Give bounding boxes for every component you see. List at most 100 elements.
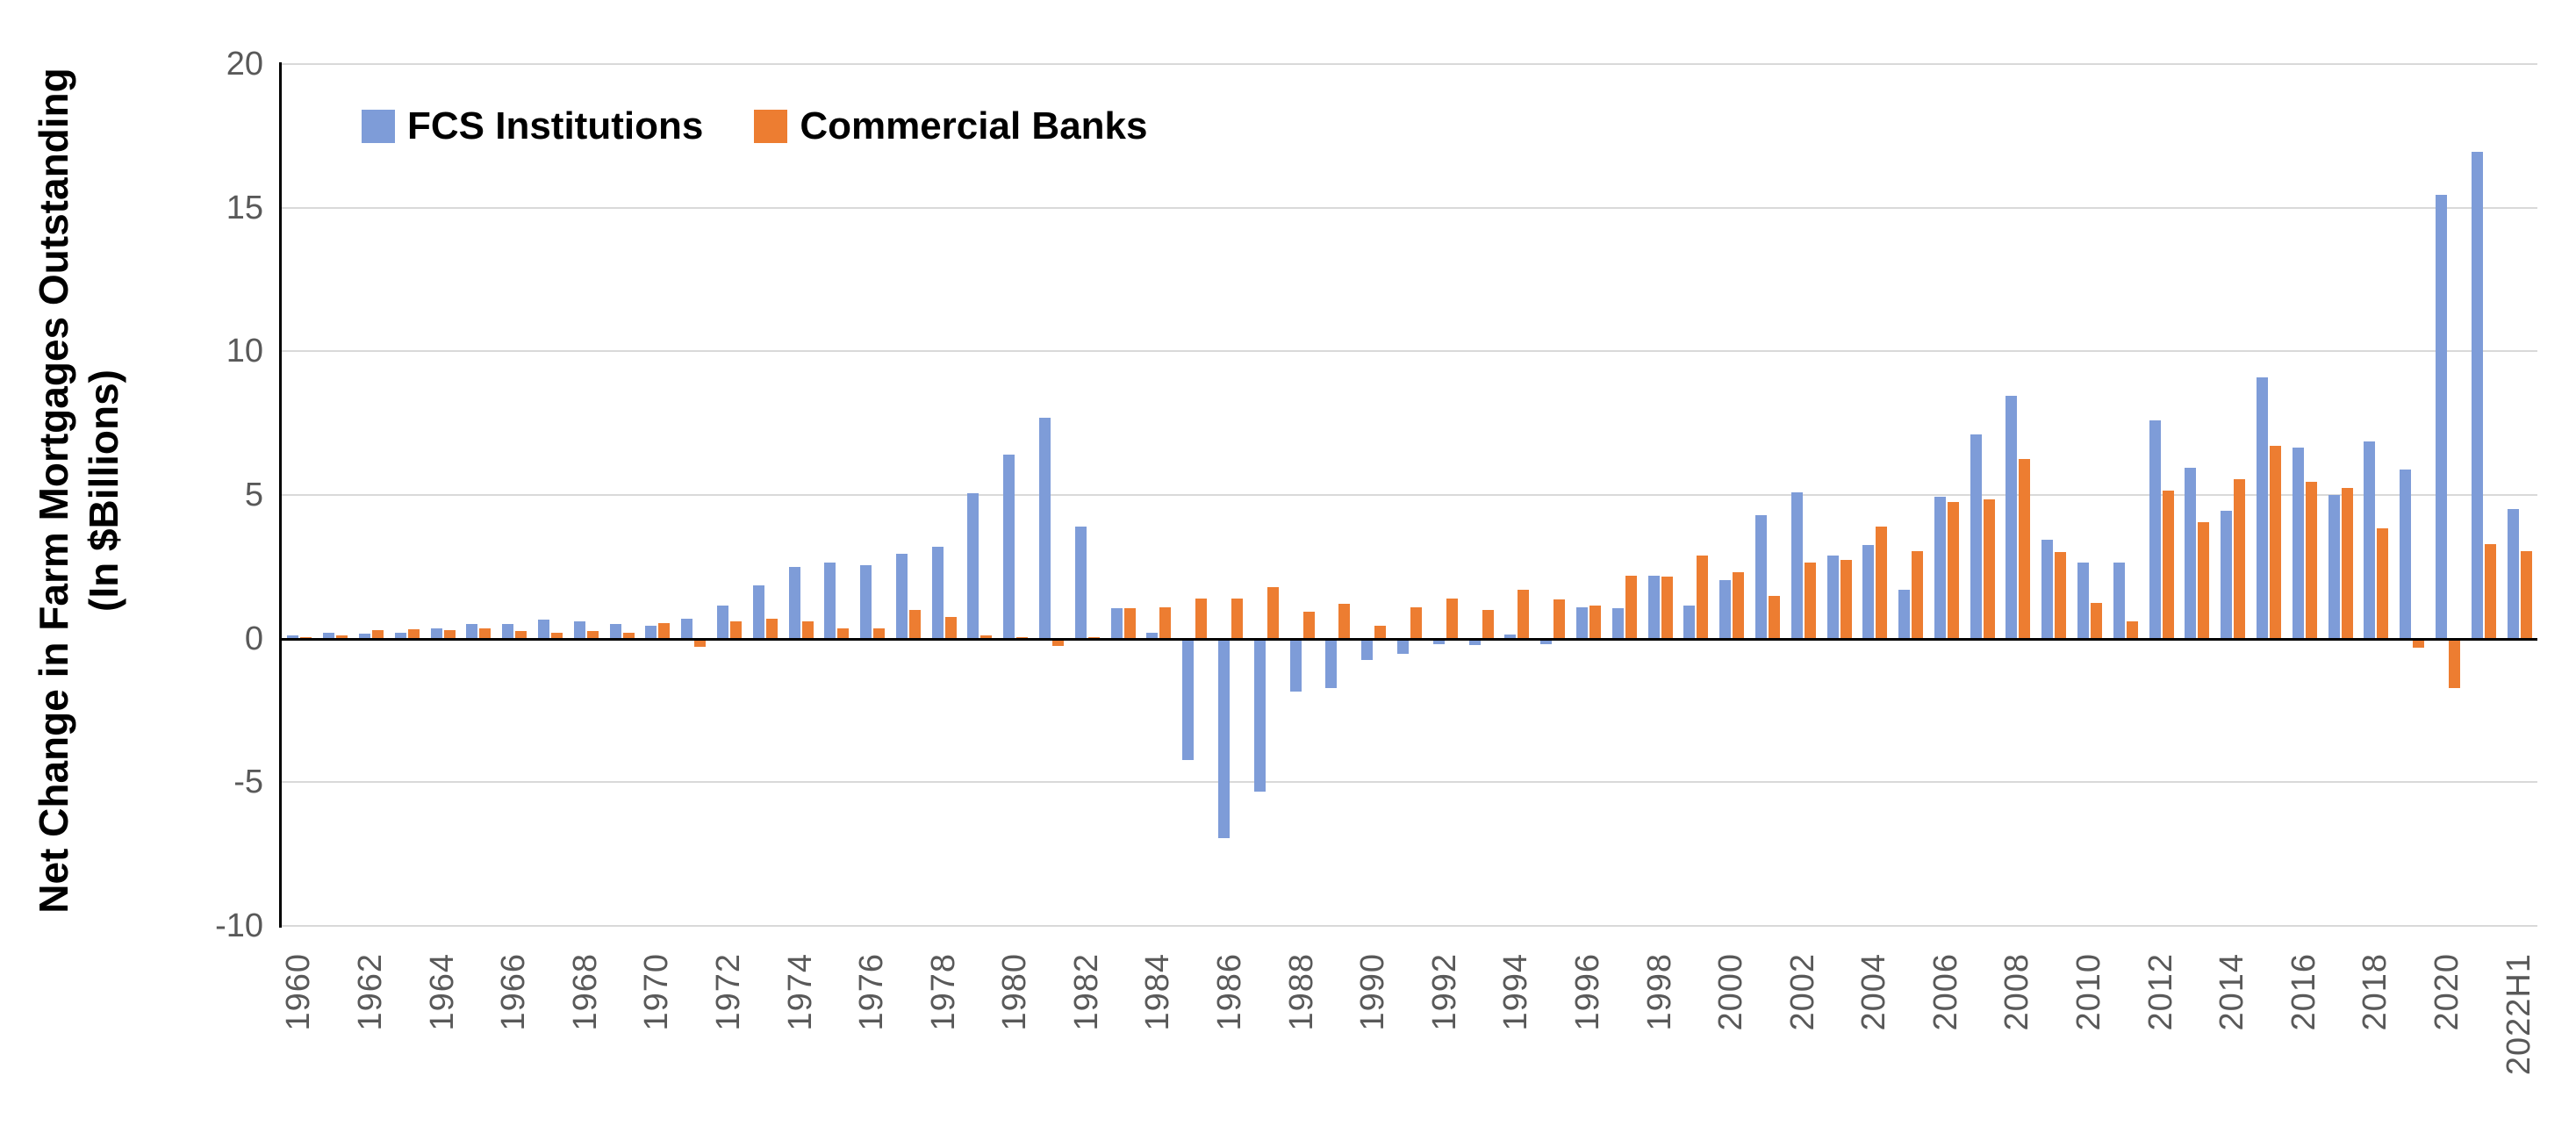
bar-fcs-1966 <box>502 624 514 639</box>
bar-banks-2005 <box>1912 550 1924 639</box>
legend: FCS Institutions Commercial Banks <box>362 107 1147 146</box>
bar-banks-2001 <box>1768 595 1780 639</box>
bar-fcs-1962 <box>358 634 370 639</box>
legend-label-fcs: FCS Institutions <box>407 104 704 147</box>
bar-banks-2018 <box>2377 527 2389 639</box>
bar-banks-2022H1 <box>2520 550 2532 639</box>
bar-banks-1994 <box>1518 590 1530 639</box>
bar-fcs-1986 <box>1218 639 1231 838</box>
x-tick-label-1968: 1968 <box>566 953 604 1031</box>
bar-fcs-1969 <box>609 624 621 639</box>
x-tick-label-1964: 1964 <box>423 953 461 1031</box>
bar-fcs-1973 <box>752 585 764 639</box>
legend-item-banks: Commercial Banks <box>754 107 1147 146</box>
bar-fcs-2016 <box>2292 447 2304 639</box>
x-tick-label-1970: 1970 <box>638 953 676 1031</box>
legend-label-banks: Commercial Banks <box>800 104 1148 147</box>
bar-banks-1971 <box>694 639 707 647</box>
y-tick-label--5: -5 <box>233 764 263 801</box>
bar-banks-1962 <box>371 629 384 639</box>
bar-banks-1985 <box>1195 598 1208 639</box>
bar-banks-1981 <box>1052 639 1065 646</box>
gridline-10 <box>282 350 2537 353</box>
bar-banks-1995 <box>1553 599 1566 639</box>
x-tick-label-1978: 1978 <box>924 953 962 1031</box>
y-axis-title-line1: Net Change in Farm Mortgages Outstanding <box>31 68 76 914</box>
bar-fcs-1987 <box>1253 639 1266 793</box>
x-tick-label-2000: 2000 <box>1712 953 1750 1031</box>
x-tick-label-1966: 1966 <box>495 953 533 1031</box>
bar-banks-2010 <box>2091 602 2103 639</box>
bar-fcs-1993 <box>1468 639 1481 646</box>
bar-banks-2015 <box>2270 446 2282 639</box>
bar-banks-1993 <box>1482 609 1494 639</box>
bar-banks-2011 <box>2126 621 2138 639</box>
bar-fcs-2022H1 <box>2507 509 2519 639</box>
bar-fcs-1968 <box>573 621 585 639</box>
bar-banks-1975 <box>837 628 850 639</box>
bar-banks-1969 <box>622 633 635 639</box>
x-tick-label-1990: 1990 <box>1354 953 1392 1031</box>
bar-banks-2021 <box>2484 543 2496 639</box>
bar-fcs-2014 <box>2221 511 2233 639</box>
bar-banks-2012 <box>2162 491 2174 639</box>
bar-banks-2004 <box>1876 527 1888 639</box>
bar-banks-1974 <box>801 621 814 639</box>
bar-fcs-2003 <box>1826 555 1839 639</box>
y-axis-title: Net Change in Farm Mortgages Outstanding… <box>29 0 133 982</box>
bar-fcs-1978 <box>931 546 944 639</box>
x-tick-label-1962: 1962 <box>351 953 389 1031</box>
x-tick-label-2006: 2006 <box>1927 953 1964 1031</box>
x-tick-label-2018: 2018 <box>2357 953 2394 1031</box>
bar-banks-1990 <box>1374 625 1387 639</box>
bar-fcs-2010 <box>2077 562 2090 639</box>
bar-fcs-2021 <box>2471 151 2483 639</box>
y-tick-label-10: 10 <box>226 333 263 370</box>
bar-banks-1986 <box>1231 598 1244 639</box>
bar-fcs-2012 <box>2149 420 2161 639</box>
bar-banks-1989 <box>1338 604 1351 639</box>
bar-fcs-2020 <box>2436 194 2448 639</box>
bar-banks-1998 <box>1661 577 1673 639</box>
bar-fcs-1980 <box>1003 455 1015 639</box>
bar-fcs-2019 <box>2400 469 2412 639</box>
x-tick-label-1988: 1988 <box>1282 953 1320 1031</box>
x-tick-label-1960: 1960 <box>280 953 318 1031</box>
banks-swatch-icon <box>754 110 788 143</box>
x-tick-label-1972: 1972 <box>709 953 747 1031</box>
y-tick-label-15: 15 <box>226 189 263 226</box>
bar-fcs-1996 <box>1575 606 1588 639</box>
bar-banks-2013 <box>2198 522 2210 639</box>
gridline--10 <box>282 925 2537 927</box>
bar-banks-1966 <box>515 631 527 639</box>
x-tick-label-1996: 1996 <box>1568 953 1606 1031</box>
bar-fcs-1997 <box>1611 608 1624 639</box>
bar-fcs-2017 <box>2328 495 2340 639</box>
bar-banks-1967 <box>550 633 563 639</box>
bar-fcs-1961 <box>323 633 335 639</box>
bar-banks-2017 <box>2341 487 2353 639</box>
x-tick-label-1994: 1994 <box>1497 953 1535 1031</box>
bar-banks-1992 <box>1446 598 1458 639</box>
bar-fcs-1989 <box>1325 639 1338 689</box>
bar-banks-1984 <box>1159 606 1172 639</box>
bar-fcs-1964 <box>430 628 442 639</box>
bar-fcs-1970 <box>645 625 657 639</box>
x-tick-label-2010: 2010 <box>2070 953 2108 1031</box>
bar-fcs-1984 <box>1146 633 1159 639</box>
bar-fcs-1979 <box>967 493 979 639</box>
bar-fcs-1967 <box>537 620 549 639</box>
bar-banks-1976 <box>873 628 886 639</box>
y-tick-label-0: 0 <box>244 620 263 657</box>
bar-banks-1988 <box>1302 611 1315 639</box>
x-tick-label-2004: 2004 <box>1855 953 1893 1031</box>
x-tick-label-1976: 1976 <box>853 953 891 1031</box>
bar-banks-1979 <box>980 635 993 639</box>
bar-fcs-2001 <box>1754 514 1767 639</box>
bar-banks-2009 <box>2055 552 2067 639</box>
bar-fcs-2007 <box>1970 434 1982 639</box>
legend-item-fcs: FCS Institutions <box>362 107 703 146</box>
bar-fcs-2018 <box>2364 441 2376 639</box>
bar-banks-1965 <box>479 628 492 639</box>
x-tick-label-1992: 1992 <box>1425 953 1463 1031</box>
